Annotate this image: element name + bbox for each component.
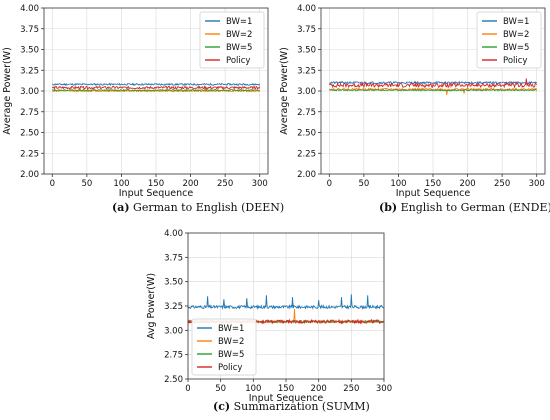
y-tick-label: 3.00 — [20, 87, 39, 97]
legend-label: Policy — [503, 56, 527, 66]
legend-box — [199, 11, 265, 69]
x-axis-label: Input Sequence — [119, 188, 194, 199]
y-tick-label: 3.75 — [20, 25, 39, 35]
x-tick-label: 0 — [327, 179, 332, 189]
legend: BW=1 BW=2 BW=5 Policy — [199, 11, 265, 69]
caption-text: German to English (DEEN) — [129, 201, 285, 214]
caption-deen: (a) German to English (DEEN) — [112, 201, 284, 214]
y-tick-label: 3.50 — [297, 46, 316, 56]
caption-summ: (c) Summarization (SUMM) — [213, 400, 370, 413]
y-tick-label: 2.75 — [20, 108, 39, 118]
x-tick-label: 50 — [215, 384, 226, 394]
series-line-bw-5 — [52, 88, 260, 92]
legend-label: BW=2 — [503, 30, 529, 40]
legend-label: BW=1 — [226, 17, 252, 27]
ticks: 0 50 100 150 200 250 300 2.00 2.25 2.50 2.75 3.00 3.… — [297, 4, 545, 189]
caption-label: (c) — [213, 400, 231, 413]
legend-label: BW=1 — [218, 324, 244, 334]
legend: BW=1 BW=2 BW=5 Policy — [476, 11, 542, 69]
y-tick-label: 4.00 — [297, 4, 316, 14]
y-tick-label: 3.50 — [164, 278, 183, 288]
x-tick-label: 250 — [343, 384, 359, 394]
y-tick-label: 3.25 — [297, 66, 316, 76]
x-axis-label: Input Sequence — [249, 393, 324, 404]
legend-box — [191, 318, 257, 376]
x-tick-label: 50 — [81, 179, 92, 189]
y-axis-label: Average Power(W) — [279, 47, 290, 135]
y-tick-label: 2.00 — [297, 170, 316, 180]
legend-label: BW=2 — [226, 30, 252, 40]
y-tick-label: 2.00 — [20, 170, 39, 180]
series-line-bw-5 — [329, 88, 538, 92]
y-tick-label: 3.75 — [164, 253, 183, 263]
x-tick-label: 150 — [148, 179, 164, 189]
legend: BW=1 BW=2 BW=5 Policy — [191, 318, 257, 376]
series-line-policy — [329, 78, 538, 89]
y-axis-label: Average Power(W) — [2, 47, 13, 135]
y-tick-label: 4.00 — [164, 229, 183, 239]
ticks: 0 50 100 150 200 250 300 2.00 2.25 2.50 2.75 3.00 3.… — [20, 4, 268, 189]
y-tick-label: 2.75 — [164, 351, 183, 361]
y-tick-label: 3.00 — [164, 326, 183, 336]
y-tick-label: 2.50 — [164, 375, 183, 385]
y-tick-label: 3.25 — [164, 302, 183, 312]
x-tick-label: 50 — [358, 179, 369, 189]
y-tick-label: 4.00 — [20, 4, 39, 14]
series-lines — [329, 78, 538, 96]
x-tick-label: 200 — [311, 384, 327, 394]
ticks: 0 50 100 150 200 250 300 2.50 2.75 3.00 3.25 3.50 3.… — [164, 229, 392, 394]
legend-label: Policy — [226, 56, 250, 66]
chart-ende: 0 50 100 150 200 250 300 2.00 2.25 2.50 2.75 3.00 3.… — [279, 4, 546, 199]
x-tick-label: 300 — [529, 179, 545, 189]
x-tick-label: 250 — [217, 179, 233, 189]
y-tick-label: 3.50 — [20, 46, 39, 56]
chart-deen: 0 50 100 150 200 250 300 2.00 2.25 2.50 2.75 3.00 3.… — [2, 4, 269, 199]
caption-label: (b) — [379, 201, 398, 214]
x-tick-label: 100 — [390, 179, 406, 189]
caption-ende: (b) English to German (ENDE) — [379, 201, 550, 214]
series-line-bw-1 — [187, 294, 384, 311]
series-line-bw-2 — [329, 87, 537, 96]
x-tick-label: 150 — [278, 384, 294, 394]
x-tick-label: 200 — [459, 179, 475, 189]
legend-label: BW=1 — [503, 17, 529, 27]
series-line-policy — [51, 85, 261, 91]
legend-label: Policy — [218, 363, 242, 373]
x-tick-label: 300 — [376, 384, 392, 394]
y-tick-label: 3.25 — [20, 66, 39, 76]
x-tick-label: 0 — [185, 384, 190, 394]
caption-text: English to German (ENDE) — [397, 201, 550, 214]
y-tick-label: 3.75 — [297, 25, 316, 35]
legend-label: BW=2 — [218, 337, 244, 347]
x-tick-label: 200 — [182, 179, 198, 189]
x-tick-label: 300 — [252, 179, 268, 189]
caption-label: (a) — [112, 201, 130, 214]
x-tick-label: 0 — [50, 179, 55, 189]
legend-label: BW=5 — [226, 43, 252, 53]
y-tick-label: 2.25 — [20, 149, 39, 159]
y-tick-label: 3.00 — [297, 87, 316, 97]
y-tick-label: 2.50 — [297, 129, 316, 139]
y-tick-label: 2.50 — [20, 129, 39, 139]
series-line-bw-1 — [51, 82, 261, 87]
series-lines — [51, 82, 261, 93]
x-tick-label: 100 — [245, 384, 261, 394]
legend-label: BW=5 — [218, 350, 244, 360]
x-tick-label: 100 — [113, 179, 129, 189]
x-tick-label: 150 — [425, 179, 441, 189]
legend-box — [476, 11, 542, 69]
legend-label: BW=5 — [503, 43, 529, 53]
caption-text: Summarization (SUMM) — [230, 400, 370, 413]
y-axis-label: Avg Power(W) — [146, 273, 157, 339]
y-tick-label: 2.75 — [297, 108, 316, 118]
x-axis-label: Input Sequence — [396, 188, 471, 199]
x-tick-label: 250 — [494, 179, 510, 189]
y-tick-label: 2.25 — [297, 149, 316, 159]
chart-summ: 0 50 100 150 200 250 300 2.50 2.75 3.00 3.25 3.50 3.… — [146, 229, 392, 404]
